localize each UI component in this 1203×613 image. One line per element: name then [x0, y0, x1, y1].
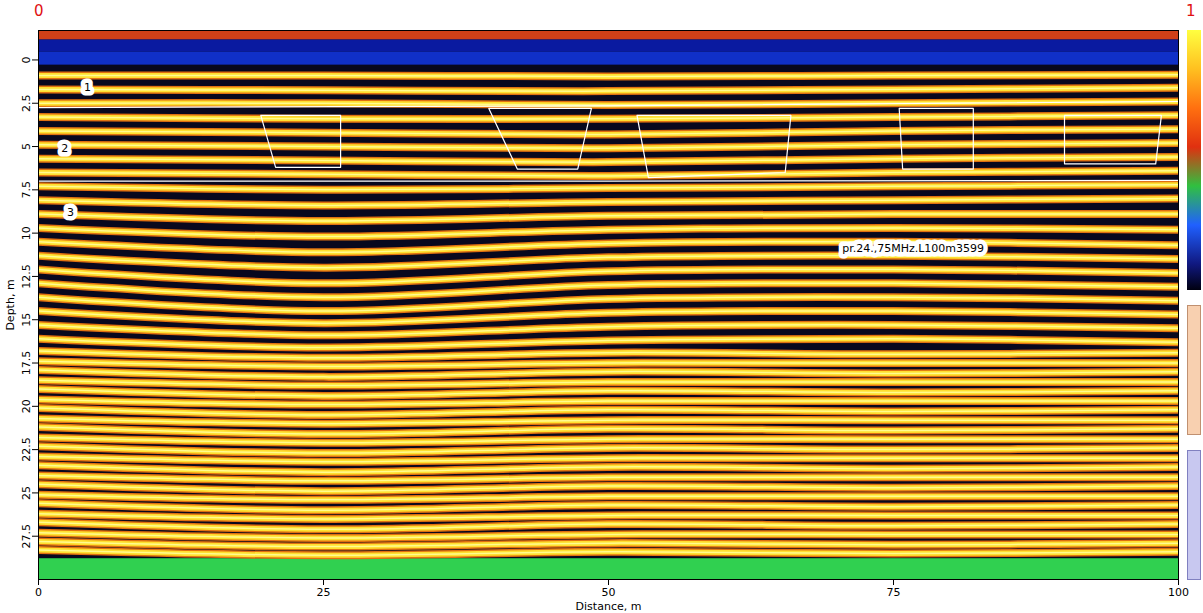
svg-text:pr.24.,75MHz.L100m3599: pr.24.,75MHz.L100m3599	[842, 242, 984, 255]
svg-text:22.5: 22.5	[20, 437, 33, 462]
svg-text:20: 20	[20, 399, 33, 413]
svg-text:3: 3	[67, 206, 74, 219]
svg-text:5: 5	[20, 143, 33, 150]
svg-text:75: 75	[887, 586, 901, 599]
svg-text:0: 0	[35, 586, 42, 599]
svg-text:Distance, m: Distance, m	[576, 600, 642, 613]
svg-text:50: 50	[602, 586, 616, 599]
svg-text:2: 2	[61, 142, 68, 155]
svg-text:Depth, m: Depth, m	[4, 279, 17, 330]
svg-text:100: 100	[1168, 586, 1189, 599]
svg-text:12.5: 12.5	[20, 264, 33, 289]
html-text:0: 0	[34, 2, 44, 20]
svg-text:25: 25	[20, 486, 33, 500]
svg-text:10: 10	[20, 226, 33, 240]
svg-text:15: 15	[20, 313, 33, 327]
html-text:1: 1	[1186, 2, 1196, 20]
svg-text:1: 1	[84, 81, 91, 94]
svg-text:27.5: 27.5	[20, 524, 33, 549]
svg-text:25: 25	[317, 586, 331, 599]
svg-text:0: 0	[20, 56, 33, 63]
svg-text:7.5: 7.5	[20, 181, 33, 199]
svg-text:2.5: 2.5	[20, 94, 33, 112]
svg-text:17.5: 17.5	[20, 351, 33, 376]
